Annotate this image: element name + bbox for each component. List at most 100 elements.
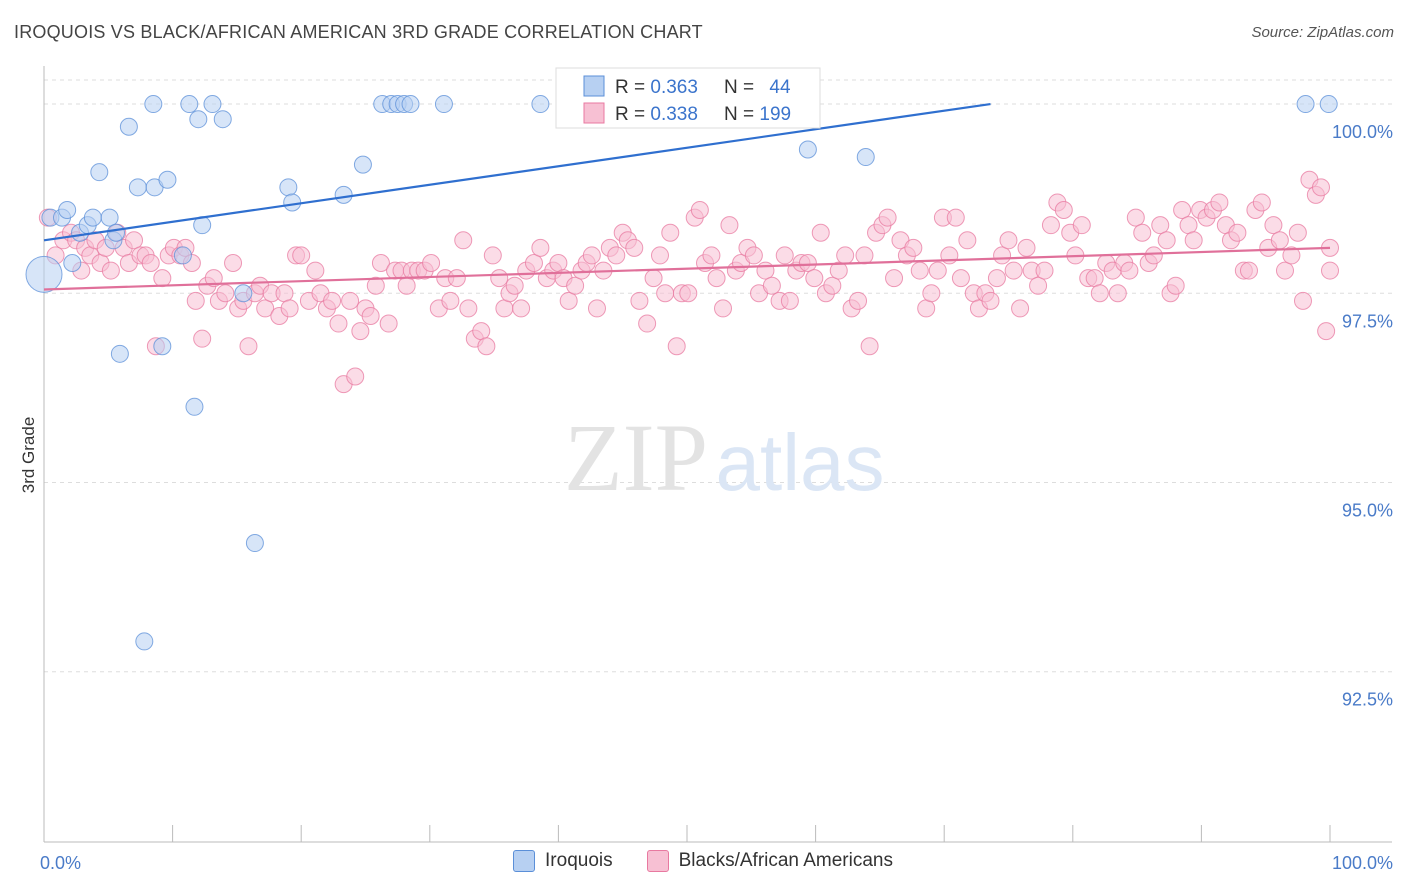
blacks-point-93 <box>582 246 601 265</box>
blacks-point-75 <box>477 337 496 356</box>
source-label: Source: ZipAtlas.com <box>1251 24 1394 41</box>
blacks-point-11 <box>101 261 120 280</box>
blacks-point-206 <box>1264 216 1283 235</box>
legend-n-label: N = <box>724 104 759 125</box>
blacks-point-38 <box>256 299 275 318</box>
blacks-point-115 <box>714 299 733 318</box>
blacks-point-184 <box>1133 223 1152 242</box>
blacks-point-106 <box>661 223 680 242</box>
bottom-legend: Iroquois Blacks/African Americans <box>0 850 1406 872</box>
blacks-point-215 <box>1317 322 1336 341</box>
legend-n-iroquois: 44 <box>769 77 791 98</box>
iroquois-point-17 <box>153 337 172 356</box>
blacks-point-200 <box>1228 223 1247 242</box>
blacks-point-204 <box>1252 193 1271 212</box>
iroquois-point-41 <box>856 148 875 167</box>
blacks-point-162 <box>999 231 1018 250</box>
iroquois-point-22 <box>189 110 208 129</box>
iroquois-point-31 <box>353 155 372 174</box>
x-tick-label-1: 100.0% <box>1332 853 1393 873</box>
legend-item-iroquois[interactable]: Iroquois <box>513 850 613 872</box>
blacks-point-102 <box>638 314 657 333</box>
iroquois-point-21 <box>185 397 204 416</box>
iroquois-point-37 <box>434 95 453 114</box>
iroquois-point-3 <box>58 201 77 220</box>
blacks-point-210 <box>1288 223 1307 242</box>
legend-swatch-iroquois <box>513 850 536 872</box>
legend-r-blacks: 0.338 <box>650 104 698 125</box>
blacks-point-113 <box>702 246 721 265</box>
blacks-point-211 <box>1293 291 1312 310</box>
blacks-point-190 <box>1166 276 1185 295</box>
blacks-point-18 <box>141 254 160 272</box>
gridlines <box>44 79 1392 673</box>
y-tick-label-0: 100.0% <box>1332 122 1393 142</box>
blacks-point-193 <box>1184 231 1203 250</box>
blacks-point-137 <box>849 291 868 310</box>
svg-text:R = 0.338: R = 0.338 <box>615 104 698 125</box>
svg-text:N = 199: N = 199 <box>724 104 791 125</box>
blacks-point-100 <box>625 238 644 257</box>
iroquois-point-43 <box>1319 95 1338 114</box>
blacks-point-168 <box>1035 261 1054 280</box>
iroquois-point-25 <box>213 110 232 129</box>
blacks-point-216 <box>1321 261 1339 280</box>
blacks-point-186 <box>1144 246 1163 265</box>
blacks-point-169 <box>1041 216 1060 235</box>
axes: 100.0% 97.5% 95.0% 92.5% 0.0% 100.0% <box>40 66 1393 873</box>
iroquois-point-29 <box>283 193 302 212</box>
blacks-point-87 <box>549 254 568 272</box>
blacks-point-154 <box>951 269 970 288</box>
iroquois-point-36 <box>401 95 420 114</box>
blacks-point-52 <box>341 291 360 310</box>
blacks-point-32 <box>224 254 243 272</box>
blacks-point-44 <box>292 246 311 265</box>
blacks-point-153 <box>946 208 965 227</box>
blacks-point-80 <box>505 276 524 295</box>
blacks-point-135 <box>836 246 855 265</box>
legend-item-blacks[interactable]: Blacks/African Americans <box>646 850 893 872</box>
trend-line-blacks <box>43 246 1331 291</box>
legend-swatch-iroquois <box>583 75 605 97</box>
blacks-point-56 <box>361 306 380 325</box>
legend-r-label: R = <box>615 104 650 125</box>
iroquois-point-24 <box>203 95 222 114</box>
blacks-point-78 <box>495 299 514 318</box>
blacks-point-147 <box>910 261 929 280</box>
iroquois-point-28 <box>279 178 298 197</box>
iroquois-point-11 <box>107 223 126 242</box>
blacks-point-134 <box>829 261 848 280</box>
stats-legend: R = 0.363 N = 44 R = 0.338 N = 199 <box>555 67 821 129</box>
legend-n-label: N = <box>724 77 759 98</box>
legend-r-label: R = <box>615 77 650 98</box>
blacks-point-77 <box>490 269 509 288</box>
iroquois-point-38 <box>531 95 550 114</box>
blacks-point-125 <box>775 246 794 265</box>
blacks-point-214 <box>1311 178 1330 197</box>
blacks-point-42 <box>280 299 299 318</box>
blacks-point-192 <box>1179 216 1198 235</box>
blacks-point-89 <box>559 291 578 310</box>
blacks-point-20 <box>153 269 172 288</box>
blacks-point-81 <box>512 299 531 318</box>
blacks-point-159 <box>981 291 1000 310</box>
blacks-point-72 <box>459 299 478 318</box>
blacks-point-15 <box>125 231 144 250</box>
blacks-point-131 <box>811 223 830 242</box>
blacks-point-69 <box>441 291 460 310</box>
blacks-point-83 <box>524 254 543 272</box>
legend-swatch-blacks <box>646 850 669 872</box>
iroquois-point-40 <box>798 140 817 159</box>
legend-label-iroquois: Iroquois <box>545 850 613 871</box>
blacks-point-76 <box>483 246 502 265</box>
blacks-point-46 <box>306 261 325 280</box>
blacks-point-84 <box>531 238 550 257</box>
iroquois-point-9 <box>100 208 119 227</box>
blacks-point-62 <box>397 276 416 295</box>
blacks-point-29 <box>204 269 223 288</box>
blacks-point-103 <box>644 269 663 288</box>
blacks-point-90 <box>566 276 585 295</box>
blacks-point-191 <box>1173 201 1192 220</box>
blacks-point-116 <box>720 216 739 235</box>
blacks-point-41 <box>275 284 294 303</box>
